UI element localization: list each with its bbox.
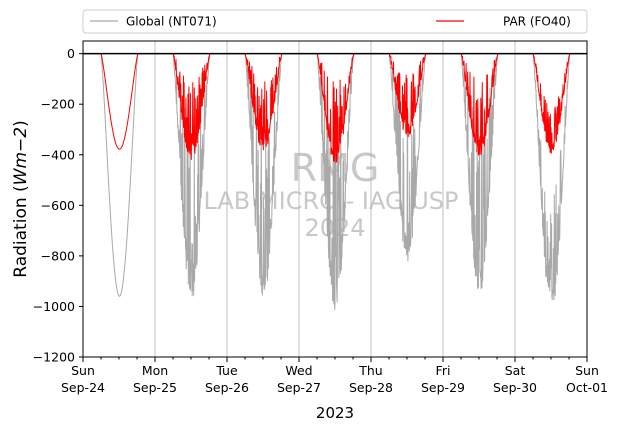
y-tick-label-4: −800 (41, 248, 75, 263)
x-tick-label-date-2: Sep-26 (205, 380, 249, 395)
legend-label-global: Global (NT071) (126, 15, 217, 29)
y-tick-label-0: 0 (67, 46, 75, 61)
x-tick-label-date-4: Sep-28 (349, 380, 393, 395)
y-tick-label-3: −600 (41, 198, 75, 213)
x-tick-label-day-6: Sat (505, 363, 526, 378)
series-line-0 (82, 53, 587, 311)
series-layer (82, 52, 587, 311)
x-tick-label-day-3: Wed (285, 363, 312, 378)
y-axis-label-close: ) (11, 120, 31, 127)
x-tick-label-day-1: Mon (142, 363, 168, 378)
watermark-line2: LAB MICRO - IAG USP (203, 187, 458, 215)
x-tick-label-day-2: Tue (215, 363, 238, 378)
series-line-1 (82, 53, 587, 164)
x-tick-label-day-0: Sun (71, 363, 95, 378)
y-axis-label-text: Radiation ( (11, 185, 31, 277)
x-axis: Sun Sep-24 Mon Sep-25 Tue Sep-26 Wed Sep-27 Thu S… (61, 357, 608, 395)
legend-label-par: PAR (FO40) (503, 15, 571, 29)
x-tick-label-day-5: Fri (436, 363, 451, 378)
x-tick-label-date-1: Sep-25 (133, 380, 177, 395)
legend-box (82, 9, 588, 34)
x-tick-label-date-0: Sep-24 (61, 380, 105, 395)
y-axis-label: Radiation (Wm−2) (11, 120, 31, 277)
y-tick-label-1: −200 (41, 97, 75, 112)
watermark: RMG LAB MICRO - IAG USP 2024 (203, 146, 458, 242)
x-tick-label-date-3: Sep-27 (277, 380, 321, 395)
x-tick-label-date-5: Sep-29 (421, 380, 465, 395)
grid-lines (154, 41, 516, 357)
x-axis-label: 2023 (316, 404, 354, 422)
x-tick-label-day-4: Thu (358, 363, 382, 378)
y-axis: 0 −200 −400 −600 −800 −1000 −1200 (33, 46, 83, 365)
x-tick-label-date-6: Sep-30 (493, 380, 537, 395)
y-axis-label-unit: Wm−2 (11, 127, 31, 185)
y-tick-label-5: −1000 (33, 299, 75, 314)
y-tick-label-2: −400 (41, 147, 75, 162)
legend: Global (NT071) PAR (FO40) (82, 9, 588, 34)
x-tick-label-date-7: Oct-01 (566, 380, 608, 395)
y-tick-label-6: −1200 (33, 350, 75, 365)
x-tick-label-day-7: Sun (575, 363, 599, 378)
